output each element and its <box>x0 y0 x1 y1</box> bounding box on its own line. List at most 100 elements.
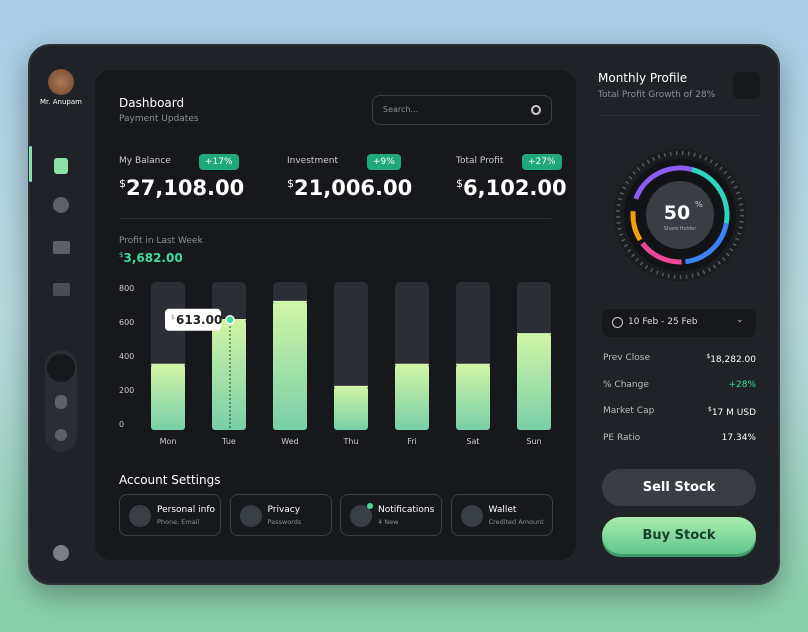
profit-amount: $3,682.00 <box>119 251 183 265</box>
stat-row: % Change +28% <box>603 380 756 390</box>
search-box[interactable]: Search... <box>372 95 552 125</box>
stat-label: Total Profit <box>456 156 504 166</box>
nav-item[interactable] <box>55 429 67 441</box>
user-name: Mr. Anupam <box>40 98 82 106</box>
bar-chart: 0 200 400 600 800 Mon Tue $ 613.00 Wed Thu Fri Sat Su… <box>119 282 551 446</box>
currency: $ <box>119 177 126 190</box>
bar <box>517 333 551 430</box>
bar <box>273 301 307 430</box>
value: +28% <box>728 379 756 390</box>
currency: $ <box>706 353 711 360</box>
row-value: $17 M USD <box>708 406 756 418</box>
nav-user[interactable] <box>55 395 67 409</box>
stat-label: Investment <box>287 156 338 166</box>
settings-icon[interactable] <box>53 545 69 561</box>
stat-row: Prev Close $18,282.00 <box>603 353 756 365</box>
date-range: 10 Feb - 25 Feb <box>628 317 698 327</box>
card-icon <box>239 505 262 527</box>
card-subtitle: Passwords <box>267 518 302 526</box>
x-tick-label: Sun <box>526 437 541 446</box>
nav-item[interactable] <box>47 354 75 382</box>
date-picker[interactable]: 10 Feb - 25 Feb ⌄ <box>602 309 756 337</box>
chevron: ⌄ <box>736 315 744 325</box>
card-icon <box>460 505 483 527</box>
buy-button[interactable]: Buy Stock <box>602 517 756 554</box>
amount: 27,108.00 <box>126 176 245 200</box>
x-tick-label: Sat <box>466 437 479 446</box>
stat-label: My Balance <box>119 156 171 166</box>
profit-label: Profit in Last Week <box>119 236 203 246</box>
currency: $ <box>708 406 712 413</box>
card-subtitle: Phone, Email <box>157 518 200 526</box>
bar <box>456 364 490 430</box>
gauge-ticks <box>616 151 744 279</box>
x-tick-label: Tue <box>221 437 236 446</box>
menu-button[interactable] <box>733 72 760 99</box>
gauge-label: Share Holder <box>664 226 697 232</box>
search-placeholder: Search... <box>383 105 419 114</box>
value: 18,282.00 <box>710 355 756 365</box>
amount: 6,102.00 <box>463 176 567 200</box>
bar <box>395 364 429 430</box>
nav-card[interactable] <box>53 241 70 254</box>
x-tick-label: Fri <box>407 437 417 446</box>
bar <box>212 319 246 430</box>
gauge-core <box>646 181 714 249</box>
card-subtitle: 4 New <box>378 518 399 526</box>
divider <box>598 115 758 116</box>
notification-dot <box>367 503 373 509</box>
stat-change: +17% <box>199 154 239 170</box>
y-tick-label: 800 <box>119 284 134 293</box>
value: 17 M USD <box>711 408 756 418</box>
stat-row: Market Cap $17 M USD <box>603 406 756 418</box>
row-label: Market Cap <box>603 406 655 416</box>
settings-card[interactable]: Notifications 4 New <box>340 494 442 536</box>
x-tick-label: Thu <box>342 437 358 446</box>
row-label: Prev Close <box>603 353 651 363</box>
stat-row: PE Ratio 17.34% <box>603 433 756 443</box>
hover-dot <box>225 315 235 325</box>
card-icon <box>350 505 372 527</box>
tooltip-value: 613.00 <box>176 313 222 327</box>
settings-card[interactable]: Privacy Passwords <box>229 494 332 536</box>
nav-chart[interactable] <box>53 197 69 213</box>
divider <box>119 218 551 219</box>
stat-change: +27% <box>522 154 562 170</box>
tooltip-currency: $ <box>171 314 175 321</box>
profile-subtitle: Total Profit Growth of 28% <box>598 90 716 100</box>
row-label: % Change <box>603 379 649 390</box>
y-tick-label: 200 <box>119 386 134 395</box>
settings-card[interactable]: Personal info Phone, Email <box>119 494 221 536</box>
row-value: +28% <box>728 380 756 390</box>
row-label: PE Ratio <box>603 432 641 443</box>
x-tick-label: Mon <box>160 437 177 446</box>
stat-change: +9% <box>367 154 401 170</box>
gauge-unit: % <box>695 200 703 209</box>
section-title: Account Settings <box>119 473 221 487</box>
nav-wallet[interactable] <box>53 283 70 296</box>
card-title: Personal info <box>157 505 215 515</box>
currency: $ <box>287 177 294 190</box>
stat-amount: $21,006.00 <box>287 176 412 200</box>
search-icon <box>531 105 541 115</box>
profile-title: Monthly Profile <box>598 71 688 85</box>
nav-indicator <box>29 146 32 182</box>
settings-card[interactable]: Wallet Credited Amount <box>450 494 553 536</box>
sell-button[interactable]: Sell Stock <box>602 469 756 506</box>
avatar <box>48 69 74 95</box>
card-icon <box>129 505 151 527</box>
card-title: Wallet <box>488 505 517 515</box>
stat-amount: $27,108.00 <box>119 176 244 200</box>
nav-home[interactable] <box>54 158 68 174</box>
x-tick-label: Wed <box>281 437 298 446</box>
bar <box>334 386 368 430</box>
y-tick-label: 0 <box>119 420 124 429</box>
subtitle: Payment Updates <box>119 114 199 124</box>
title: Dashboard <box>119 96 185 110</box>
amount: 21,006.00 <box>294 176 413 200</box>
stat-amount: $6,102.00 <box>456 176 567 200</box>
y-tick-label: 600 <box>119 318 134 327</box>
clock-icon <box>612 317 623 328</box>
value: 17.34% <box>721 432 756 443</box>
